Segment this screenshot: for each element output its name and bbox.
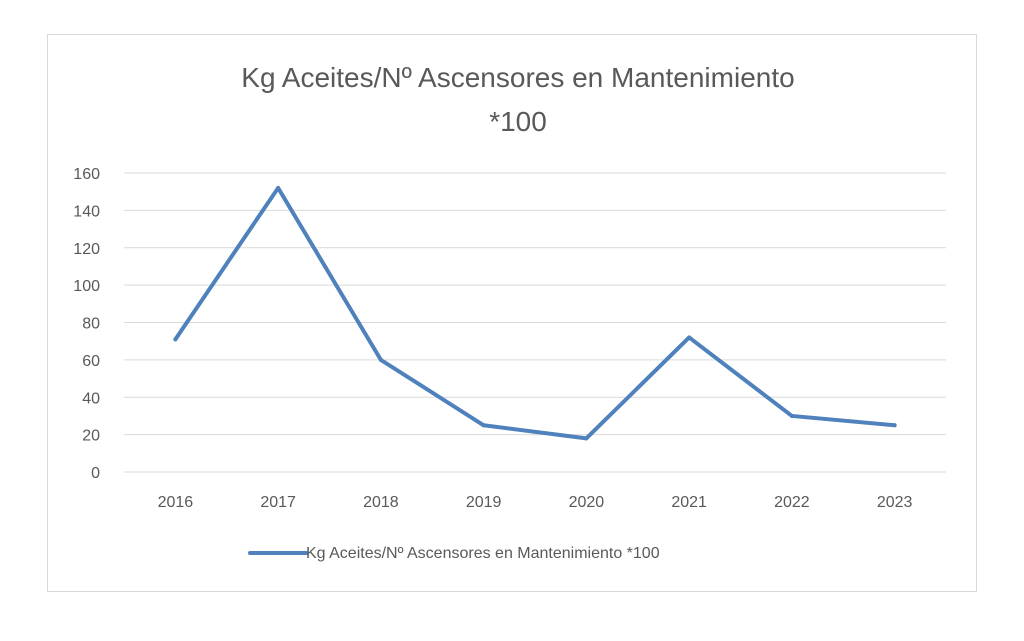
- x-tick-label: 2021: [671, 494, 707, 511]
- legend-label: Kg Aceites/Nº Ascensores en Mantenimient…: [306, 545, 660, 562]
- x-tick-label: 2023: [877, 494, 913, 511]
- x-tick-label: 2017: [260, 494, 296, 511]
- data-point: [789, 413, 794, 418]
- legend: Kg Aceites/Nº Ascensores en Mantenimient…: [248, 545, 660, 562]
- y-tick-label: 100: [73, 278, 100, 295]
- data-point: [687, 335, 692, 340]
- y-tick-label: 60: [82, 353, 100, 370]
- y-tick-label: 0: [91, 465, 100, 482]
- y-tick-label: 140: [73, 203, 100, 220]
- data-point: [481, 423, 486, 428]
- data-point: [378, 357, 383, 362]
- y-tick-label: 40: [82, 390, 100, 407]
- chart-title-line-2: *100: [489, 106, 547, 137]
- series-line: [173, 185, 897, 441]
- series-layer: [173, 185, 897, 441]
- x-tick-label: 2020: [569, 494, 605, 511]
- x-tick-label: 2016: [158, 494, 194, 511]
- y-tick-label: 80: [82, 316, 100, 333]
- y-tick-label: 20: [82, 428, 100, 445]
- data-point: [584, 436, 589, 441]
- line-chart: Kg Aceites/Nº Ascensores en Mantenimient…: [73, 62, 946, 562]
- data-point: [892, 423, 897, 428]
- y-axis-ticks: 0 20 40 60 80 100 120 140 160: [73, 166, 100, 482]
- gridlines: [124, 172, 946, 473]
- chart-title-line-1: Kg Aceites/Nº Ascensores en Mantenimient…: [241, 62, 794, 93]
- x-tick-label: 2019: [466, 494, 502, 511]
- y-tick-label: 120: [73, 241, 100, 258]
- x-tick-label: 2018: [363, 494, 399, 511]
- x-axis-ticks: 2016 2017 2018 2019 2020 2021 2022 2023: [158, 494, 913, 511]
- chart-frame: Kg Aceites/Nº Ascensores en Mantenimient…: [47, 34, 977, 592]
- data-point: [276, 185, 281, 190]
- x-tick-label: 2022: [774, 494, 810, 511]
- y-tick-label: 160: [73, 166, 100, 183]
- data-point: [173, 337, 178, 342]
